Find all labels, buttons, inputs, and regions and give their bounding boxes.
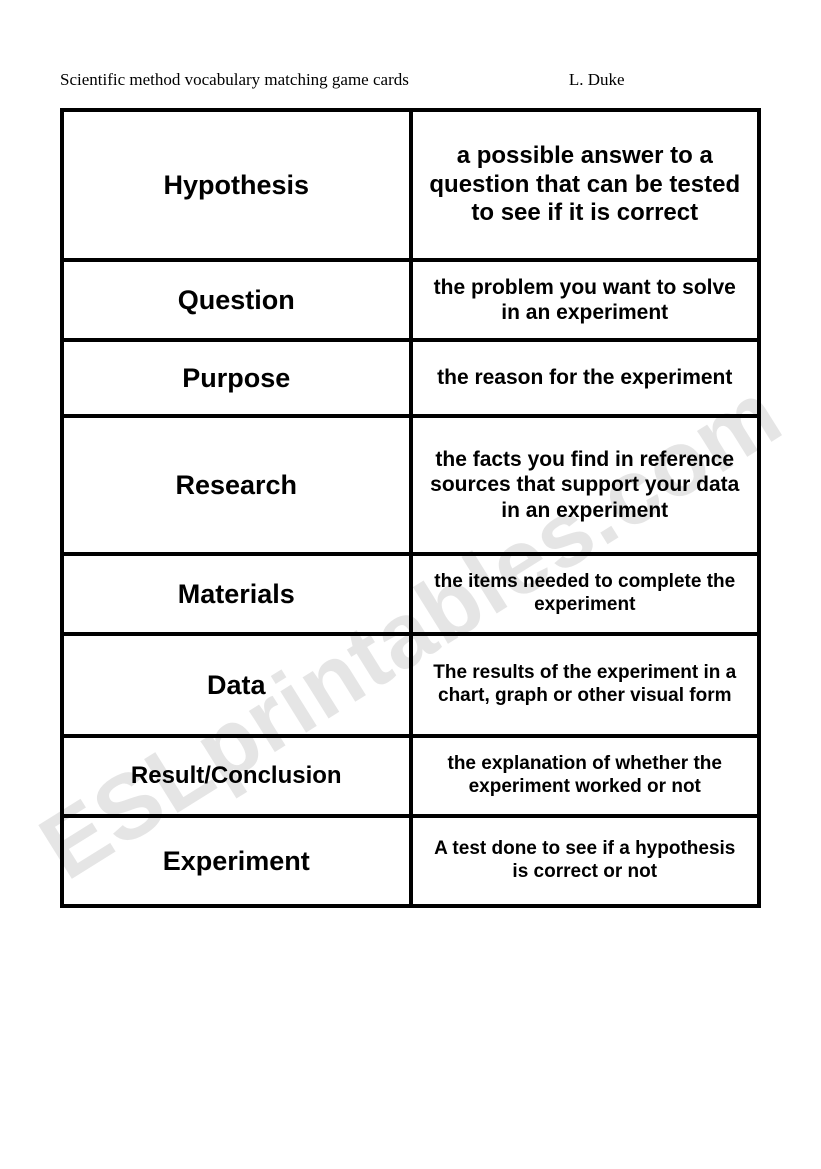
term-cell: Question xyxy=(62,260,411,340)
term-cell: Experiment xyxy=(62,816,411,906)
definition-cell: the facts you find in reference sources … xyxy=(411,416,760,554)
definition-cell: a possible answer to a question that can… xyxy=(411,110,760,260)
table-row: Research the facts you find in reference… xyxy=(62,416,759,554)
table-row: Purpose the reason for the experiment xyxy=(62,340,759,416)
header-gap xyxy=(409,70,569,90)
worksheet-page: Scientific method vocabulary matching ga… xyxy=(0,0,821,1169)
header-title: Scientific method vocabulary matching ga… xyxy=(60,70,409,90)
term-cell: Research xyxy=(62,416,411,554)
definition-cell: the reason for the experiment xyxy=(411,340,760,416)
table-row: Materials the items needed to complete t… xyxy=(62,554,759,634)
table-row: Result/Conclusion the explanation of whe… xyxy=(62,736,759,816)
term-cell: Materials xyxy=(62,554,411,634)
definition-cell: A test done to see if a hypothesis is co… xyxy=(411,816,760,906)
term-cell: Data xyxy=(62,634,411,736)
term-cell: Result/Conclusion xyxy=(62,736,411,816)
definition-cell: the explanation of whether the experimen… xyxy=(411,736,760,816)
table-row: Hypothesis a possible answer to a questi… xyxy=(62,110,759,260)
vocab-table: Hypothesis a possible answer to a questi… xyxy=(60,108,761,908)
page-header: Scientific method vocabulary matching ga… xyxy=(60,70,761,90)
table-row: Experiment A test done to see if a hypot… xyxy=(62,816,759,906)
table-row: Data The results of the experiment in a … xyxy=(62,634,759,736)
term-cell: Hypothesis xyxy=(62,110,411,260)
definition-cell: the problem you want to solve in an expe… xyxy=(411,260,760,340)
term-cell: Purpose xyxy=(62,340,411,416)
definition-cell: The results of the experiment in a chart… xyxy=(411,634,760,736)
header-author: L. Duke xyxy=(569,70,625,90)
definition-cell: the items needed to complete the experim… xyxy=(411,554,760,634)
table-row: Question the problem you want to solve i… xyxy=(62,260,759,340)
